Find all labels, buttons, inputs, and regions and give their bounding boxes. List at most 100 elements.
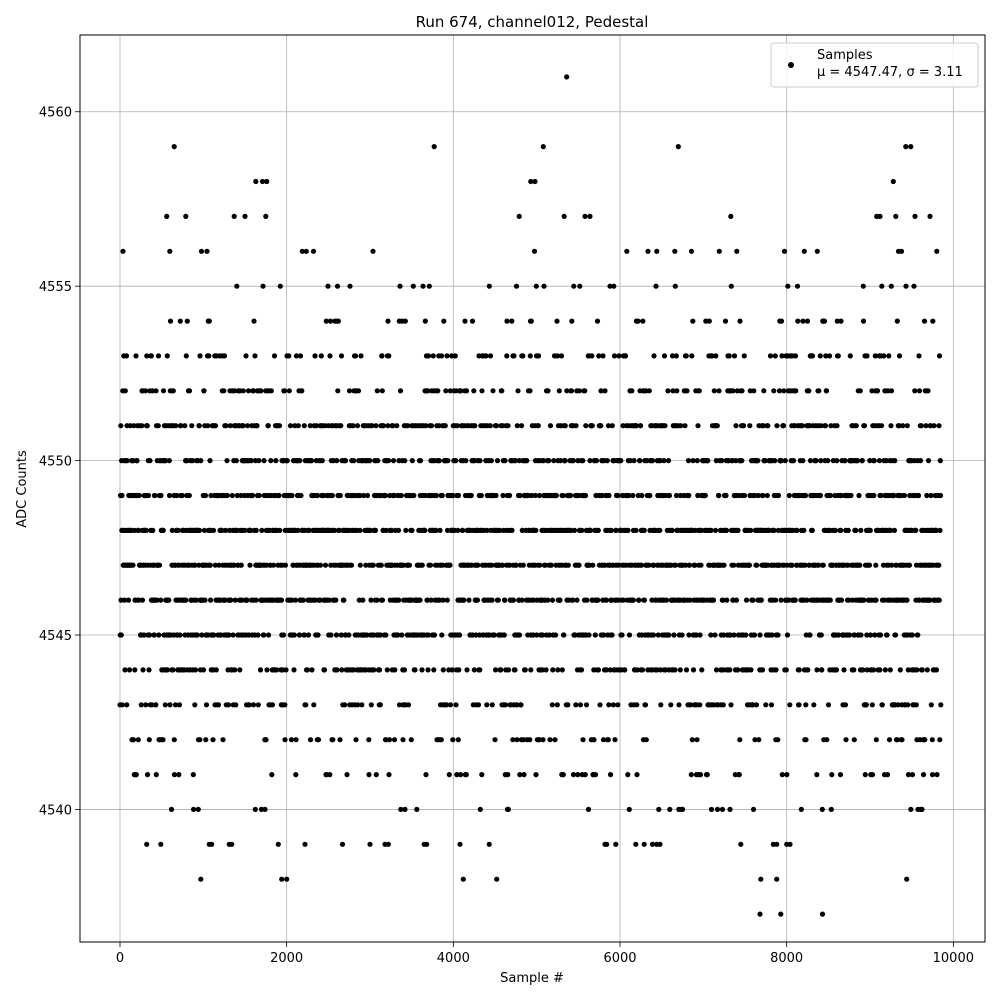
data-point (125, 597, 132, 603)
data-point (438, 353, 445, 359)
data-point (721, 632, 727, 638)
data-point (891, 527, 898, 534)
data-points (117, 74, 944, 917)
data-point (351, 458, 357, 464)
data-point (719, 458, 725, 464)
data-point (282, 562, 289, 568)
data-point (900, 423, 906, 429)
data-point (684, 388, 690, 394)
data-point (661, 458, 667, 464)
data-point (504, 353, 510, 359)
data-point (804, 597, 810, 603)
data-point (704, 772, 710, 778)
data-point (859, 458, 865, 464)
data-point (322, 562, 329, 568)
data-point (303, 248, 309, 254)
data-point (867, 632, 874, 638)
data-point (909, 632, 915, 638)
data-point (175, 527, 181, 534)
data-point (753, 702, 760, 708)
data-point (731, 562, 737, 568)
data-point (826, 353, 833, 359)
data-point (857, 562, 863, 568)
legend-entry-label: Samples (817, 48, 873, 63)
data-point (589, 423, 595, 429)
data-point (928, 492, 934, 499)
data-point (600, 353, 606, 359)
data-point (198, 876, 204, 882)
data-point (534, 632, 540, 638)
data-point (263, 213, 269, 219)
data-point (930, 318, 936, 324)
data-point (520, 562, 526, 568)
data-point (774, 876, 780, 882)
data-point (537, 562, 543, 568)
data-point (513, 562, 519, 568)
data-point (803, 737, 809, 743)
data-point (135, 527, 142, 534)
data-point (315, 737, 322, 743)
data-point (259, 527, 265, 534)
data-point (248, 458, 254, 464)
data-point (146, 667, 152, 673)
data-point (863, 702, 869, 708)
data-point (374, 597, 380, 603)
data-point (350, 667, 357, 673)
data-point (377, 702, 383, 708)
data-point (751, 388, 757, 394)
data-point (527, 737, 533, 743)
data-point (842, 458, 848, 464)
data-point (302, 841, 308, 847)
data-point (546, 458, 552, 464)
data-point (440, 667, 446, 673)
data-point (431, 667, 437, 673)
data-point (574, 597, 580, 603)
data-point (367, 458, 373, 464)
data-point (861, 423, 868, 429)
data-point (252, 806, 258, 813)
data-point (549, 702, 555, 708)
data-point (937, 492, 944, 499)
data-point (783, 667, 789, 673)
data-point (667, 806, 673, 813)
data-point (626, 632, 633, 638)
data-point (504, 318, 510, 324)
data-point (921, 318, 928, 324)
data-point (475, 562, 481, 568)
data-point (747, 423, 753, 429)
data-point (286, 388, 292, 394)
data-point (119, 492, 125, 499)
data-point (378, 562, 384, 568)
data-point (634, 667, 640, 673)
data-point (672, 283, 678, 289)
data-point (130, 737, 137, 743)
data-point (338, 632, 344, 638)
data-point (606, 492, 612, 499)
data-point (595, 597, 601, 603)
data-point (861, 597, 867, 603)
data-point (231, 388, 238, 394)
data-point (587, 458, 593, 464)
data-point (240, 423, 246, 429)
data-point (303, 702, 309, 708)
data-point (402, 806, 408, 813)
data-point (936, 353, 943, 359)
data-point (646, 562, 652, 568)
data-point (342, 702, 348, 708)
data-point (750, 597, 756, 603)
legend-box (770, 42, 979, 88)
data-point (778, 597, 784, 603)
data-point (283, 667, 289, 673)
data-point (872, 632, 878, 638)
data-point (842, 702, 849, 708)
data-point (547, 423, 554, 429)
data-point (169, 527, 175, 534)
data-point (142, 388, 149, 394)
y-tick-label: 4555 (39, 280, 72, 295)
data-point (382, 492, 388, 499)
data-point (122, 388, 128, 394)
data-point (736, 772, 742, 778)
data-point (510, 597, 517, 603)
x-tick-label: 10000 (933, 951, 974, 966)
data-point (799, 423, 805, 429)
